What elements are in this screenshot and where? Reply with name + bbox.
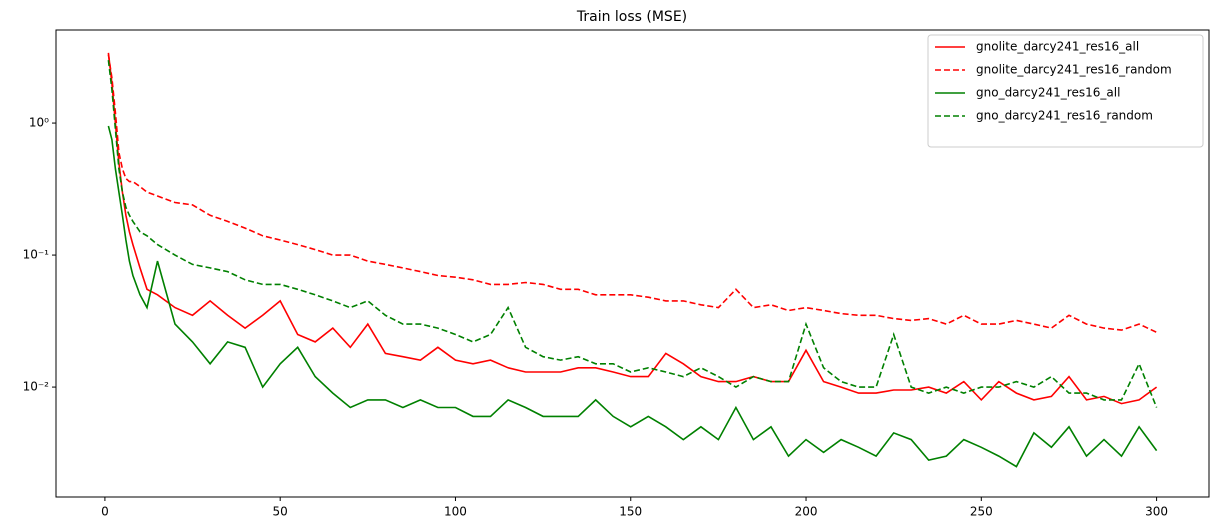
x-tick-label: 300 <box>1145 505 1168 519</box>
chart-title: Train loss (MSE) <box>576 9 687 25</box>
y-tick-label: 10⁻¹ <box>23 248 50 262</box>
x-tick-label: 100 <box>444 505 467 519</box>
line-series <box>107 52 1158 405</box>
legend-label: gno_darcy241_res16_all <box>976 86 1120 100</box>
x-tick-label: 250 <box>970 505 993 519</box>
plot-frame <box>55 29 1210 498</box>
legend-label: gno_darcy241_res16_random <box>976 109 1153 123</box>
line-series <box>107 54 1157 334</box>
legend-label: gnolite_darcy241_res16_random <box>976 63 1172 77</box>
y-tick-label: 10⁰ <box>29 116 49 130</box>
legend-box <box>927 34 1204 148</box>
line-series <box>107 60 1158 408</box>
line-series <box>107 125 1158 468</box>
y-tick-label: 10⁻² <box>23 380 50 394</box>
x-tick-label: 150 <box>619 505 642 519</box>
x-tick-label: 200 <box>795 505 818 519</box>
x-tick-label: 0 <box>101 505 109 519</box>
legend-label: gnolite_darcy241_res16_all <box>976 40 1139 54</box>
x-tick-label: 50 <box>273 505 288 519</box>
